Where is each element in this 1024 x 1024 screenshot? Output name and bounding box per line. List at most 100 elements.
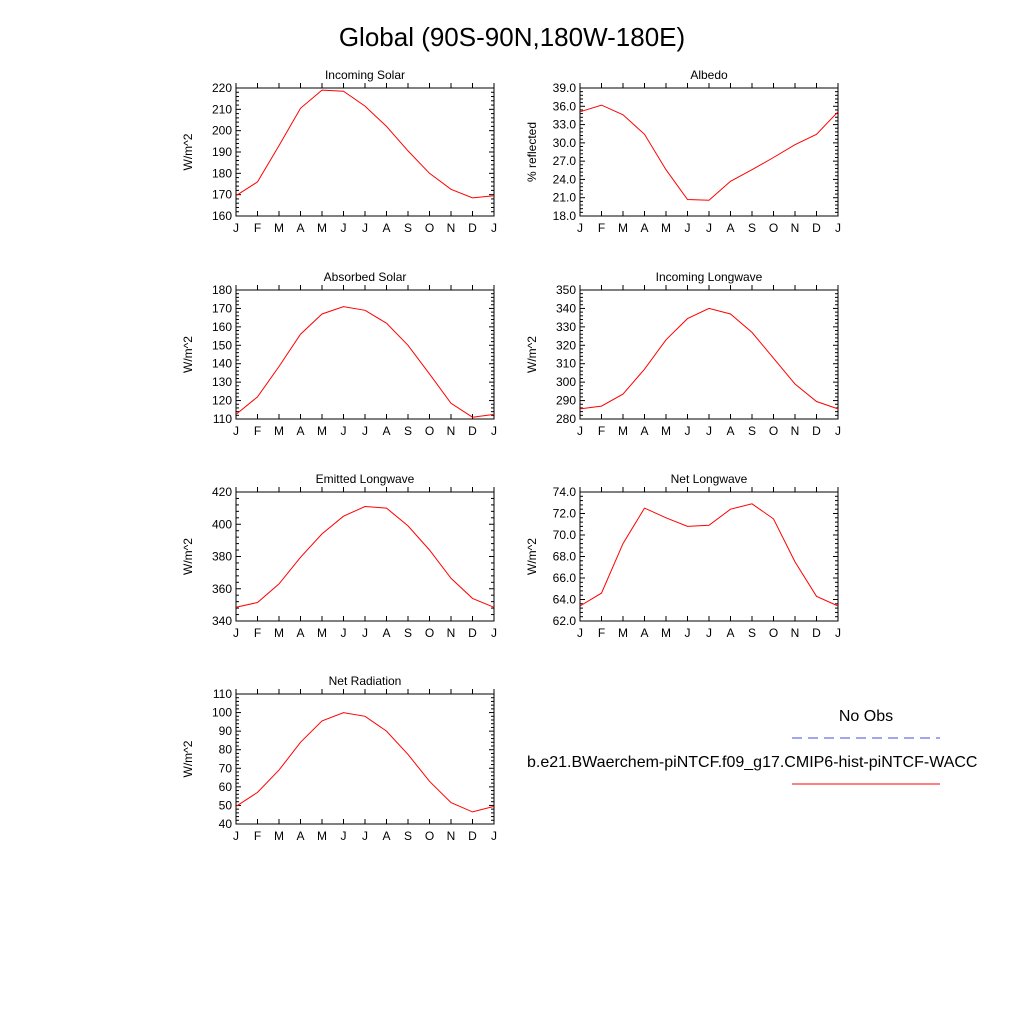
x-tick-label: J <box>577 221 583 235</box>
panel-title: Emitted Longwave <box>316 472 415 486</box>
x-tick-label: F <box>254 424 261 438</box>
x-tick-label: M <box>317 829 327 843</box>
x-tick-label: J <box>341 221 347 235</box>
y-tick-label: 400 <box>212 517 232 531</box>
x-tick-label: A <box>726 221 734 235</box>
x-tick-label: D <box>468 221 477 235</box>
x-tick-label: O <box>769 221 778 235</box>
x-tick-label: J <box>685 424 691 438</box>
x-tick-label: D <box>812 626 821 640</box>
x-tick-label: J <box>706 221 712 235</box>
x-tick-label: J <box>835 424 841 438</box>
x-tick-label: F <box>254 221 261 235</box>
y-tick-label: 380 <box>212 550 232 564</box>
x-tick-label: N <box>447 221 456 235</box>
panel-title: Incoming Longwave <box>656 270 763 284</box>
x-tick-label: M <box>317 424 327 438</box>
chart-panel: Net Longwave 74.0 72.0 70.0 68.0 66.0 64.0 62.0… <box>525 472 841 640</box>
x-tick-label: J <box>233 626 239 640</box>
x-tick-label: M <box>274 424 284 438</box>
y-tick-label: 21.0 <box>553 191 577 205</box>
x-tick-label: A <box>640 424 648 438</box>
x-tick-label: O <box>425 424 434 438</box>
x-tick-label: A <box>296 829 304 843</box>
plot-frame <box>235 491 495 622</box>
x-tick-label: A <box>382 626 390 640</box>
y-tick-label: 160 <box>212 209 232 223</box>
x-tick-label: F <box>598 424 605 438</box>
x-tick-label: M <box>274 626 284 640</box>
plot-frame <box>579 491 839 622</box>
y-tick-label: 40 <box>219 817 233 831</box>
x-tick-label: S <box>404 626 412 640</box>
x-tick-label: A <box>382 829 390 843</box>
y-tick-label: 110 <box>213 412 232 426</box>
y-tick-label: 420 <box>212 485 232 499</box>
x-tick-label: J <box>491 424 497 438</box>
series-line <box>579 307 839 410</box>
x-tick-label: J <box>341 424 347 438</box>
x-tick-label: N <box>447 424 456 438</box>
y-tick-label: 70.0 <box>553 528 577 542</box>
y-axis-label: W/m^2 <box>181 336 195 373</box>
x-tick-label: S <box>404 424 412 438</box>
y-tick-label: 340 <box>556 301 576 315</box>
x-tick-label: S <box>748 424 756 438</box>
x-tick-label: J <box>341 829 347 843</box>
y-tick-label: 180 <box>212 283 232 297</box>
legend-obs-label: No Obs <box>839 708 893 725</box>
x-tick-label: D <box>812 221 821 235</box>
panel-title: Net Longwave <box>671 472 748 486</box>
y-tick-label: 120 <box>212 394 232 408</box>
x-tick-label: O <box>769 626 778 640</box>
plot-frame <box>235 289 495 420</box>
x-tick-label: J <box>835 221 841 235</box>
y-tick-label: 200 <box>212 124 232 138</box>
legend-model-label: b.e21.BWaerchem-piNTCF.f09_g17.CMIP6-his… <box>527 754 977 771</box>
x-tick-label: D <box>812 424 821 438</box>
x-tick-label: M <box>317 626 327 640</box>
x-tick-label: A <box>382 424 390 438</box>
x-tick-label: A <box>726 424 734 438</box>
x-tick-label: J <box>362 221 368 235</box>
x-tick-label: F <box>254 626 261 640</box>
chart-panel: Incoming Longwave 350 340 330 320 310 300 290 28… <box>525 270 841 438</box>
x-tick-label: A <box>296 221 304 235</box>
y-tick-label: 130 <box>212 375 232 389</box>
plot-frame <box>579 289 839 420</box>
x-tick-label: J <box>233 829 239 843</box>
x-tick-label: J <box>341 626 347 640</box>
y-tick-label: 80 <box>219 743 233 757</box>
y-tick-label: 27.0 <box>553 154 577 168</box>
y-tick-label: 150 <box>212 338 232 352</box>
y-tick-label: 190 <box>212 145 232 159</box>
x-tick-label: D <box>468 626 477 640</box>
x-tick-label: J <box>706 424 712 438</box>
x-tick-label: M <box>618 626 628 640</box>
x-tick-label: J <box>706 626 712 640</box>
x-tick-label: N <box>791 626 800 640</box>
y-tick-label: 68.0 <box>553 550 577 564</box>
x-tick-label: M <box>317 221 327 235</box>
x-tick-label: J <box>362 626 368 640</box>
y-tick-label: 74.0 <box>553 485 577 499</box>
y-tick-label: 330 <box>556 320 576 334</box>
series-line <box>579 503 839 607</box>
panel-title: Albedo <box>690 68 728 82</box>
legend: No Obs b.e21.BWaerchem-piNTCF.f09_g17.CM… <box>527 708 977 785</box>
y-tick-label: 350 <box>556 283 576 297</box>
y-tick-label: 110 <box>213 687 232 701</box>
x-tick-label: J <box>491 221 497 235</box>
x-tick-label: M <box>618 424 628 438</box>
y-tick-label: 24.0 <box>553 172 577 186</box>
y-tick-label: 72.0 <box>553 507 577 521</box>
y-axis-label: W/m^2 <box>525 336 539 373</box>
x-tick-label: O <box>425 626 434 640</box>
y-tick-label: 310 <box>556 357 576 371</box>
x-tick-label: M <box>274 221 284 235</box>
